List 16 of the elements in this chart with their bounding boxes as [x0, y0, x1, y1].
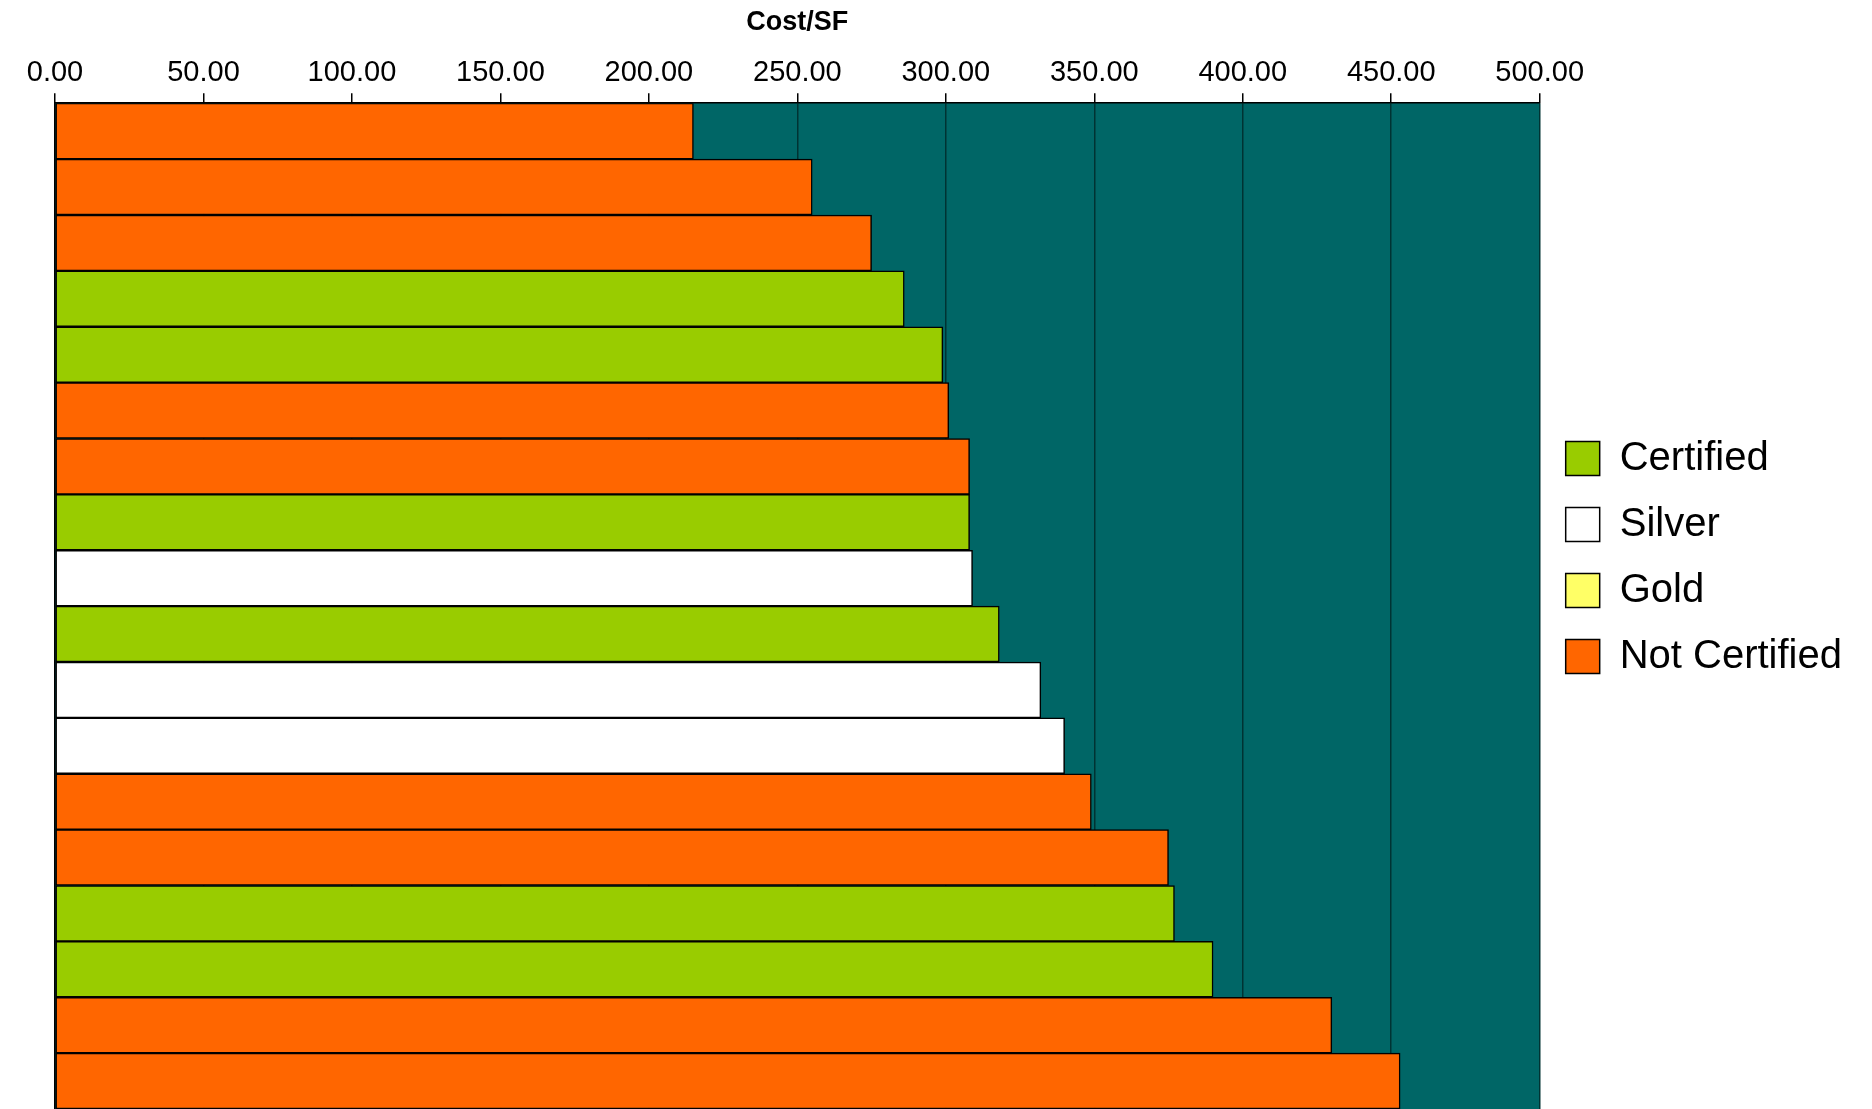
x-tick-label: 450.00: [1346, 54, 1436, 87]
x-tick-label: 200.00: [604, 54, 694, 87]
legend-label: Silver: [1619, 499, 1720, 544]
legend-label: Certified: [1619, 433, 1769, 478]
x-tick-label: 300.00: [901, 54, 991, 87]
legend-label: Gold: [1619, 565, 1705, 610]
x-axis-title: Cost/SF: [746, 5, 849, 36]
x-tick-label: 100.00: [307, 54, 397, 87]
legend-label: Not Certified: [1619, 631, 1843, 676]
x-tick-label: 400.00: [1198, 54, 1288, 87]
x-tick-label: 50.00: [167, 54, 240, 87]
x-tick-label: 500.00: [1495, 54, 1585, 87]
x-tick-label: 350.00: [1049, 54, 1139, 87]
x-tick-label: 0.00: [26, 54, 84, 87]
x-tick-label: 250.00: [753, 54, 842, 87]
x-tick-label: 150.00: [456, 54, 545, 87]
